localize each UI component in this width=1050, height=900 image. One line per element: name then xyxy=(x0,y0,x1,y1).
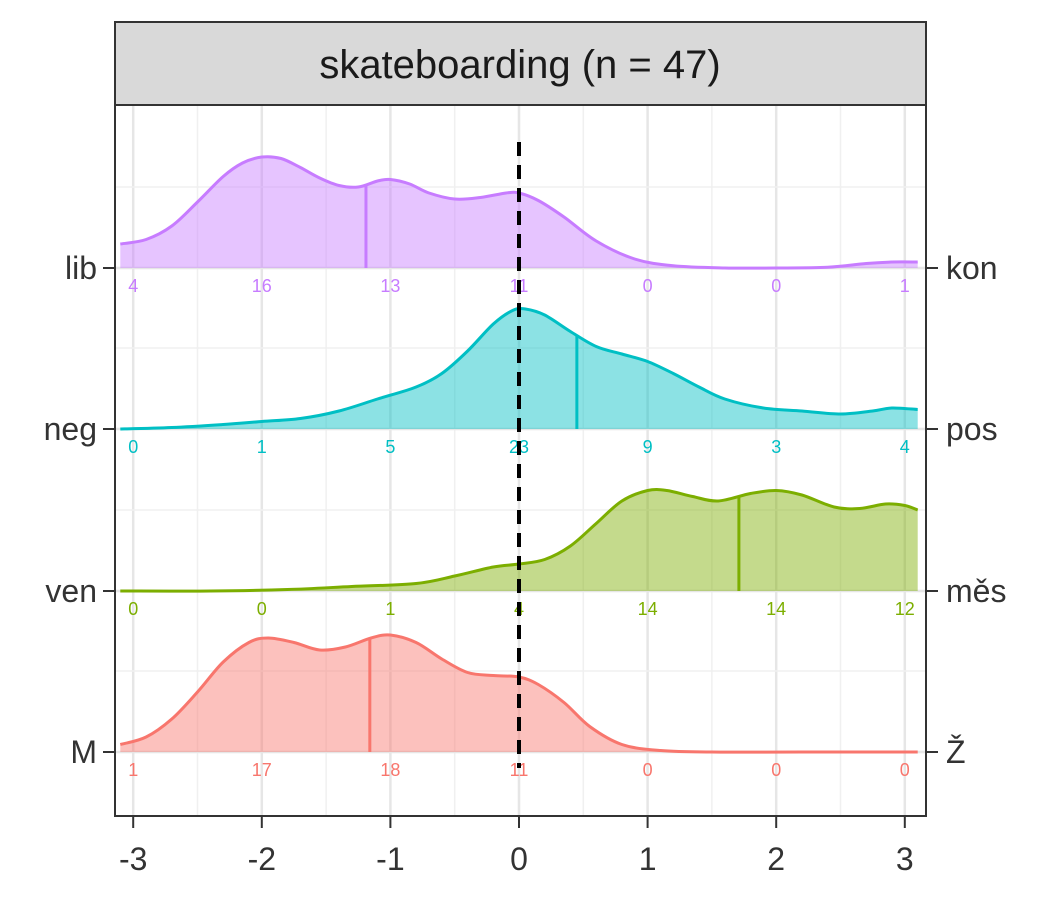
count-label: 14 xyxy=(638,599,658,619)
count-label: 0 xyxy=(257,599,267,619)
density-area-neg xyxy=(120,308,918,429)
count-label: 18 xyxy=(380,760,400,780)
count-label: 1 xyxy=(128,760,138,780)
count-label: 14 xyxy=(766,599,786,619)
count-label: 13 xyxy=(380,276,400,296)
x-tick-label: 2 xyxy=(767,841,785,877)
x-axis: -3 -2 -1 0 1 2 3 xyxy=(119,816,914,877)
x-tick-label: -3 xyxy=(119,841,147,877)
left-tick-label-lib: lib xyxy=(65,250,97,286)
left-axis: lib neg ven M xyxy=(44,250,115,770)
density-area-ven xyxy=(120,489,918,592)
x-tick-label: 1 xyxy=(639,841,657,877)
count-label: 12 xyxy=(895,599,915,619)
x-tick-label: -2 xyxy=(248,841,276,877)
right-tick-label-pos: pos xyxy=(946,411,998,447)
count-label: 4 xyxy=(900,437,910,457)
left-tick-label-neg: neg xyxy=(44,411,97,447)
right-tick-label-kon: kon xyxy=(946,250,998,286)
density-line-ven xyxy=(120,487,919,593)
count-label: 17 xyxy=(252,760,272,780)
grid-lines xyxy=(115,105,926,816)
count-label: 0 xyxy=(900,760,910,780)
count-label: 9 xyxy=(643,437,653,457)
count-label: 0 xyxy=(771,276,781,296)
strip-background xyxy=(114,21,927,106)
right-tick-label-měs: měs xyxy=(946,573,1006,609)
count-label: 0 xyxy=(643,760,653,780)
count-label: 1 xyxy=(257,437,267,457)
count-label: 0 xyxy=(128,599,138,619)
density-area-M xyxy=(120,634,918,753)
density-line-M xyxy=(119,633,918,754)
count-label: 0 xyxy=(771,760,781,780)
count-label: 1 xyxy=(900,276,910,296)
left-tick-label-ven: ven xyxy=(45,573,97,609)
count-label: 3 xyxy=(771,437,781,457)
right-axis: kon pos měs Ž xyxy=(926,250,1006,770)
count-label: 0 xyxy=(128,437,138,457)
density-line-lib xyxy=(120,155,918,270)
chart-title: skateboarding (n = 47) xyxy=(319,43,720,87)
count-label: 1 xyxy=(385,599,395,619)
left-tick-label-M: M xyxy=(70,734,97,770)
right-tick-label-Ž: Ž xyxy=(946,734,966,770)
density-line-neg xyxy=(120,307,918,431)
count-label: 16 xyxy=(252,276,272,296)
count-label: 4 xyxy=(128,276,138,296)
x-tick-label: 3 xyxy=(896,841,914,877)
count-label: 5 xyxy=(385,437,395,457)
count-label: 0 xyxy=(643,276,653,296)
count-labels: 41613110010152393400141414121171811000 xyxy=(128,276,915,780)
x-tick-label: -1 xyxy=(376,841,404,877)
count-label: 11 xyxy=(510,760,529,780)
x-tick-label: 0 xyxy=(510,841,528,877)
